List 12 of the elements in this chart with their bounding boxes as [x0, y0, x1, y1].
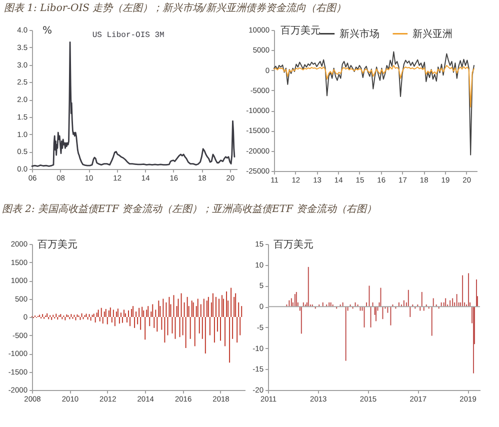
chart-title: 图表 1: Libor-OIS 走势（左图）；新兴市场/新兴亚洲债券资金流向（右图）: [4, 2, 346, 14]
legend-label: 新兴市场: [340, 28, 380, 40]
text: US Libor-OIS 3M: [92, 31, 165, 40]
y-axis-title: 百万美元: [38, 238, 78, 250]
line-series: [274, 64, 475, 108]
line-series: [31, 41, 236, 167]
legend-label: 新兴亚洲: [412, 28, 453, 40]
y-axis-title: 百万美元: [274, 238, 314, 250]
y-axis-title: %: [42, 26, 52, 36]
line-series: [274, 51, 475, 156]
chart-title: 图表 2: 美国高收益债ETF 资金流动（左图）；亚洲高收益债ETF 资金流动（右图）: [2, 203, 376, 215]
y-axis-title: 百万美元: [280, 24, 320, 36]
